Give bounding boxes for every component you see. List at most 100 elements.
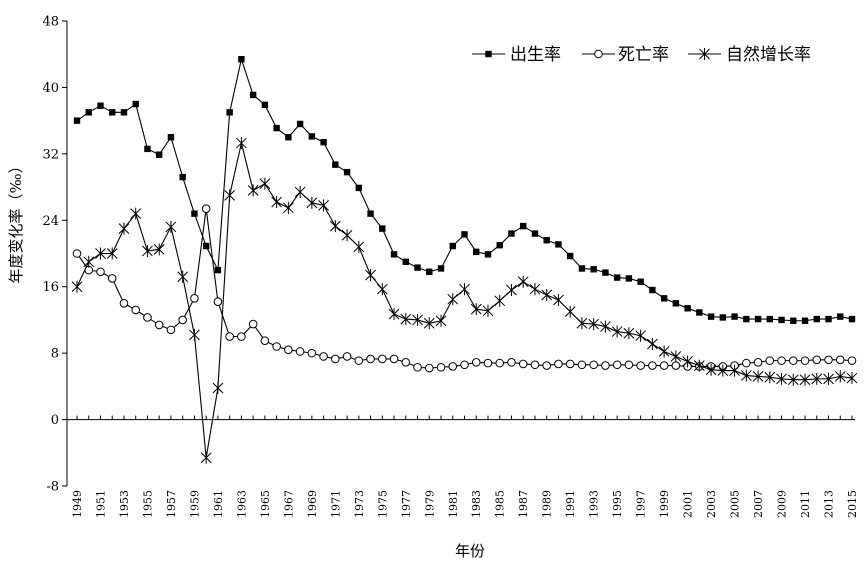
data-point-star xyxy=(388,308,400,321)
data-point-circle xyxy=(272,342,281,351)
data-point-circle xyxy=(401,357,411,367)
data-point-circle xyxy=(107,274,117,283)
data-point-star xyxy=(776,372,787,385)
data-point-square xyxy=(402,258,409,266)
data-point-circle xyxy=(389,354,399,364)
data-point-circle xyxy=(424,363,434,373)
x-tick-label: 2005 xyxy=(729,490,742,518)
data-point-square xyxy=(520,222,527,230)
data-point-square xyxy=(308,133,316,140)
x-tick-label: 1949 xyxy=(71,490,84,518)
data-point-square xyxy=(790,317,797,324)
data-point-square xyxy=(144,145,151,153)
data-point-star xyxy=(294,186,306,199)
data-point-square xyxy=(226,109,233,116)
data-point-circle xyxy=(119,299,129,308)
data-point-circle xyxy=(594,49,603,59)
data-point-star xyxy=(564,305,576,318)
data-point-star xyxy=(787,373,799,386)
data-point-star xyxy=(517,275,529,288)
legend-item: 自然增长率 xyxy=(688,45,811,65)
series-3 xyxy=(71,137,858,464)
x-tick-label: 1963 xyxy=(235,490,248,518)
data-point-circle xyxy=(178,315,187,325)
data-point-circle xyxy=(788,356,798,365)
series-line xyxy=(76,57,853,322)
data-point-star xyxy=(541,289,553,302)
x-tick-label: 1997 xyxy=(635,490,648,518)
y-tick-label: 8 xyxy=(51,347,59,362)
data-point-star xyxy=(834,370,846,383)
data-point-star xyxy=(823,372,834,385)
x-tick-label: 1975 xyxy=(376,490,389,518)
data-point-square xyxy=(379,225,386,232)
data-point-star xyxy=(118,222,130,235)
data-point-circle xyxy=(518,359,528,369)
data-point-star xyxy=(693,359,705,372)
data-point-square xyxy=(461,231,468,238)
data-point-circle xyxy=(777,356,786,365)
data-point-circle xyxy=(248,319,258,329)
data-point-square xyxy=(531,230,539,237)
data-point-square xyxy=(566,252,574,260)
data-point-star xyxy=(365,269,376,282)
data-point-circle xyxy=(636,361,645,370)
data-point-square xyxy=(837,313,844,320)
data-point-star xyxy=(400,313,412,326)
data-point-star xyxy=(482,304,494,317)
data-point-star xyxy=(846,372,858,385)
x-tick-label: 2011 xyxy=(799,490,812,518)
data-point-circle xyxy=(354,356,364,365)
data-point-square xyxy=(602,269,609,276)
x-tick-label: 1973 xyxy=(353,490,366,518)
series-2 xyxy=(72,204,857,373)
data-point-circle xyxy=(753,357,763,367)
data-point-star xyxy=(236,137,247,150)
legend-item: 死亡率 xyxy=(582,45,669,65)
data-point-star xyxy=(553,294,564,306)
series-layer xyxy=(71,55,858,464)
x-tick-label: 2007 xyxy=(752,490,765,518)
data-point-square xyxy=(754,315,762,323)
data-point-square xyxy=(813,315,820,323)
data-point-star xyxy=(271,196,282,209)
data-point-star xyxy=(83,255,95,268)
data-point-star xyxy=(611,325,623,338)
data-point-star xyxy=(658,345,670,358)
x-tick-label: 1999 xyxy=(658,490,671,518)
data-point-square xyxy=(496,241,503,249)
data-point-star xyxy=(153,243,165,256)
y-tick-label: 24 xyxy=(42,214,59,229)
data-point-circle xyxy=(542,361,551,370)
data-point-circle xyxy=(495,358,505,368)
data-point-star xyxy=(423,317,435,330)
data-point-square xyxy=(484,251,492,258)
data-point-square xyxy=(649,286,656,294)
data-point-circle xyxy=(436,362,446,372)
series-1 xyxy=(73,55,856,324)
data-point-square xyxy=(109,109,116,116)
data-point-square xyxy=(120,109,128,116)
data-point-star xyxy=(329,220,341,233)
y-tick-label: 48 xyxy=(42,15,59,30)
data-point-circle xyxy=(201,204,211,213)
x-tick-label: 1979 xyxy=(423,490,436,518)
data-point-circle xyxy=(143,313,152,322)
data-point-square xyxy=(296,120,304,128)
data-point-circle xyxy=(213,297,223,306)
data-point-circle xyxy=(577,360,587,370)
y-tick-label: 32 xyxy=(42,147,59,162)
data-point-circle xyxy=(295,347,305,356)
x-tick-labels: 1949 1951 1953 1955 1957 1959 1961 1963 1965 1967… xyxy=(71,490,859,518)
x-tick-label: 1967 xyxy=(282,490,295,518)
data-point-square xyxy=(485,50,492,58)
data-point-circle xyxy=(530,360,540,370)
data-point-star xyxy=(682,355,693,368)
data-point-square xyxy=(672,300,680,307)
x-tick-label: 2003 xyxy=(705,490,718,518)
x-tick-label: 2013 xyxy=(823,490,836,518)
data-point-square xyxy=(97,102,104,109)
data-point-circle xyxy=(612,360,622,370)
x-tick-label: 1981 xyxy=(447,490,460,518)
x-tick-label: 1993 xyxy=(588,490,601,518)
